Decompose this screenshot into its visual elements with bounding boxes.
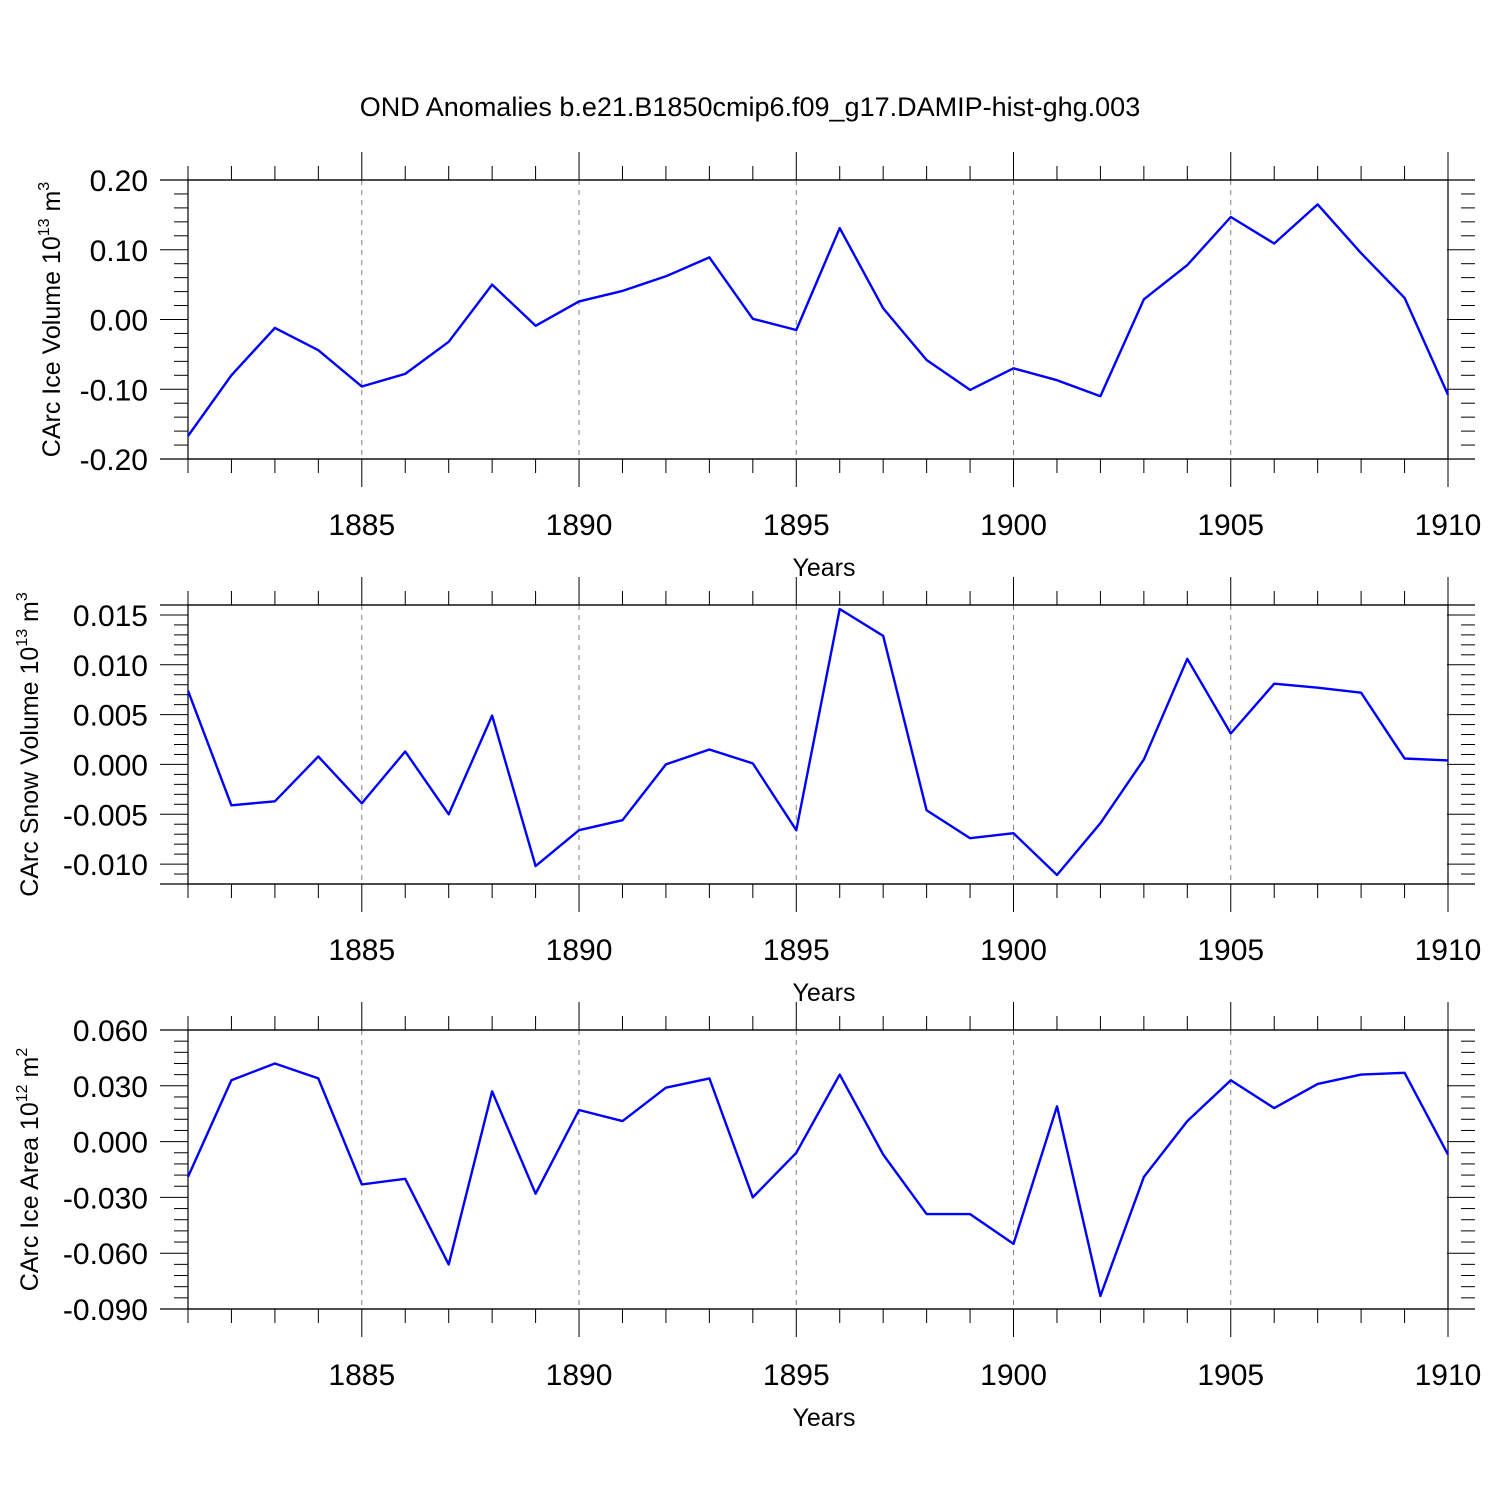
panel-1: 1885 1890 1895 1900 1905 1910 0.20 0.10 0.00 -0.1… [36,152,1481,582]
x-tick-label: 1910 [1415,934,1482,967]
x-tick-label: 1900 [980,509,1047,542]
x-tick-label: 1895 [763,1359,830,1392]
plot-frame [187,1029,1449,1310]
panels: 1885 1890 1895 1900 1905 1910 0.20 0.10 0.00 -0.1… [14,152,1481,1432]
series-line [186,607,1449,877]
y-tick-label: 0.00 [90,305,148,338]
y-tick-label: -0.005 [63,799,148,832]
x-tick-label: 1900 [980,1359,1047,1392]
y-tick-label: 0.000 [73,1127,148,1160]
panel-2: 1885 1890 1895 1900 1905 1910 0.015 0.010 0.005 0… [14,577,1481,1007]
y-tick-label: -0.090 [63,1294,148,1327]
series-line [187,203,1450,437]
plot-frame [187,604,1449,885]
x-tick-label: 1890 [546,509,613,542]
plot-frame [187,179,1449,460]
y-tick-label: 0.015 [73,600,148,633]
x-axis-title: Years [792,1404,855,1432]
x-axis-title: Years [792,979,855,1007]
series-line [186,1062,1450,1298]
y-tick-label: 0.005 [73,700,148,733]
x-tick-label: 1885 [328,1359,395,1392]
y-tick-label: 0.10 [90,235,148,268]
x-tick-label: 1890 [546,1359,613,1392]
y-tick-label: -0.10 [80,374,148,407]
x-tick-label: 1905 [1197,934,1264,967]
x-tick-label: 1910 [1415,1359,1482,1392]
x-tick-label: 1900 [980,934,1047,967]
x-tick-label: 1910 [1415,509,1482,542]
y-tick-label: -0.010 [63,849,148,882]
x-tick-label: 1895 [763,509,830,542]
x-tick-label: 1885 [328,934,395,967]
x-axis-title: Years [792,554,855,582]
y-tick-label: 0.20 [90,165,148,198]
y-axis-title: CArc Snow Volume 1013 m3 [14,592,44,897]
x-tick-label: 1905 [1197,1359,1264,1392]
panel-3: 1885 1890 1895 1900 1905 1910 0.060 0.030 0.000 -… [14,1002,1481,1432]
y-tick-label: 0.000 [73,749,148,782]
y-tick-label: 0.060 [73,1015,148,1048]
x-tick-label: 1890 [546,934,613,967]
chart-title: OND Anomalies b.e21.B1850cmip6.f09_g17.D… [360,92,1140,122]
x-tick-label: 1905 [1197,509,1264,542]
y-tick-label: 0.030 [73,1071,148,1104]
y-axis-title: CArc Ice Volume 1013 m3 [36,182,66,458]
y-axis-title: CArc Ice Area 1012 m2 [14,1048,44,1292]
y-tick-label: 0.010 [73,650,148,683]
x-tick-label: 1885 [328,509,395,542]
y-tick-label: -0.20 [80,444,148,477]
y-tick-label: -0.030 [63,1182,148,1215]
x-tick-label: 1895 [763,934,830,967]
y-tick-label: -0.060 [63,1238,148,1271]
